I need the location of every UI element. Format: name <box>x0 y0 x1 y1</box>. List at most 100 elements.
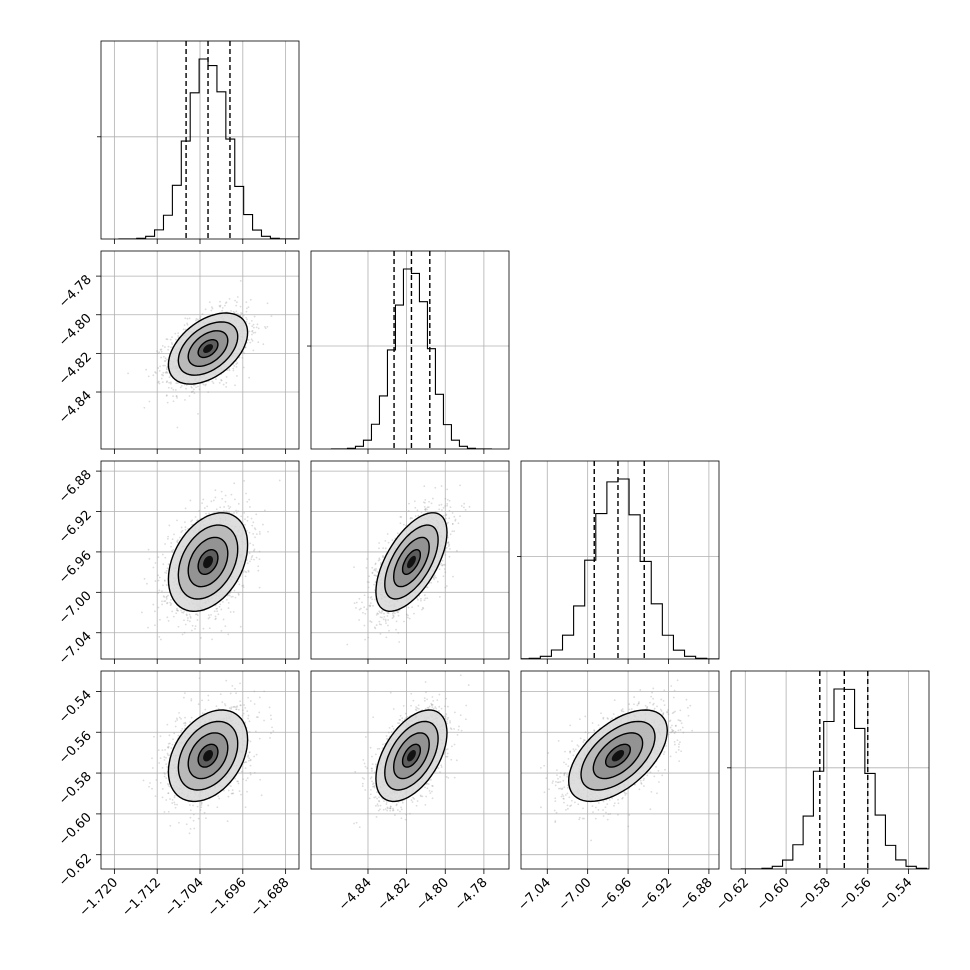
scatter-point <box>233 589 236 592</box>
scatter-point <box>456 549 458 552</box>
scatter-point <box>167 563 170 566</box>
scatter-point <box>375 624 378 626</box>
scatter-point <box>225 599 228 601</box>
scatter-point <box>237 593 240 596</box>
scatter-point <box>199 315 202 318</box>
scatter-point <box>225 381 228 384</box>
contour-2 <box>177 321 239 376</box>
scatter-point <box>161 553 164 556</box>
density-core <box>203 555 213 569</box>
scatter-point <box>244 575 247 578</box>
scatter-point <box>176 539 179 542</box>
scatter-point <box>157 367 160 369</box>
scatter-point <box>259 533 261 535</box>
scatter-point <box>164 346 166 348</box>
scatter-point <box>243 480 246 482</box>
scatter-point <box>446 488 449 491</box>
scatter-point <box>388 629 390 632</box>
scatter-point <box>228 507 231 510</box>
scatter-point <box>230 493 233 496</box>
scatter-point <box>162 374 164 377</box>
scatter-point <box>407 606 410 609</box>
scatter-point <box>242 584 245 587</box>
scatter-point <box>178 536 181 539</box>
scatter-point <box>204 308 207 311</box>
scatter-point <box>165 598 168 600</box>
scatter-point <box>255 326 258 329</box>
scatter-point <box>370 621 373 623</box>
scatter-point <box>177 335 180 337</box>
scatter-point <box>166 401 169 404</box>
scatter-point <box>166 367 168 370</box>
scatter-point <box>176 519 178 522</box>
scatter-point <box>236 375 238 377</box>
scatter-point <box>170 598 172 601</box>
scatter-point <box>127 372 129 375</box>
scatter-point <box>262 343 265 346</box>
scatter-point <box>190 520 192 523</box>
scatter-point <box>248 498 251 501</box>
scatter-point <box>387 541 390 544</box>
scatter-point <box>208 301 211 304</box>
scatter-point <box>154 624 156 627</box>
scatter-point <box>397 614 400 617</box>
scatter-point <box>441 559 444 562</box>
scatter-point <box>194 516 197 518</box>
scatter-point <box>161 373 163 376</box>
scatter-point <box>177 609 179 612</box>
scatter-point <box>169 338 172 341</box>
scatter-point <box>176 540 178 543</box>
scatter-point <box>233 512 235 514</box>
scatter-point <box>242 314 245 317</box>
scatter-point <box>383 612 385 615</box>
scatter-point <box>250 558 253 561</box>
scatter-point <box>201 502 204 505</box>
scatter-point <box>235 365 238 368</box>
scatter-point <box>199 637 202 639</box>
scatter-point <box>219 304 222 307</box>
scatter-point <box>141 611 143 614</box>
scatter-point <box>245 321 248 323</box>
scatter-point <box>251 330 253 333</box>
scatter-point <box>231 595 234 598</box>
scatter-point <box>434 486 437 489</box>
scatter-point <box>242 366 245 369</box>
scatter-point <box>199 317 202 320</box>
scatter-point <box>184 328 187 331</box>
scatter-point <box>165 338 168 340</box>
scatter-point <box>250 556 253 559</box>
scatter-point <box>421 608 423 611</box>
scatter-point <box>399 522 402 525</box>
scatter-point <box>180 531 183 533</box>
scatter-point <box>379 632 382 635</box>
scatter-point <box>161 344 164 347</box>
panel-frame <box>100 40 300 240</box>
scatter-point <box>447 536 449 539</box>
scatter-point <box>442 575 445 578</box>
scatter-point <box>224 625 227 628</box>
scatter-point <box>183 324 186 327</box>
scatter-point <box>403 620 405 623</box>
scatter-point <box>163 580 166 582</box>
scatter-point <box>391 539 394 541</box>
scatter-point <box>387 624 389 627</box>
scatter-point <box>171 610 174 613</box>
scatter-point <box>152 603 155 606</box>
scatter-point <box>196 519 199 522</box>
scatter-point <box>365 566 368 569</box>
scatter-point <box>424 597 427 600</box>
scatter-point <box>169 604 172 606</box>
scatter-point <box>241 356 244 359</box>
scatter-point <box>163 360 166 362</box>
scatter-point <box>411 517 414 520</box>
contour-3 <box>167 512 249 613</box>
scatter-point <box>168 376 171 379</box>
scatter-point <box>176 607 178 610</box>
scatter-point <box>254 331 257 334</box>
scatter-point <box>205 383 207 386</box>
scatter-point <box>230 309 232 312</box>
scatter-point <box>173 533 175 536</box>
scatter-point <box>148 557 151 560</box>
scatter-point <box>218 305 221 307</box>
scatter-point <box>381 616 383 619</box>
